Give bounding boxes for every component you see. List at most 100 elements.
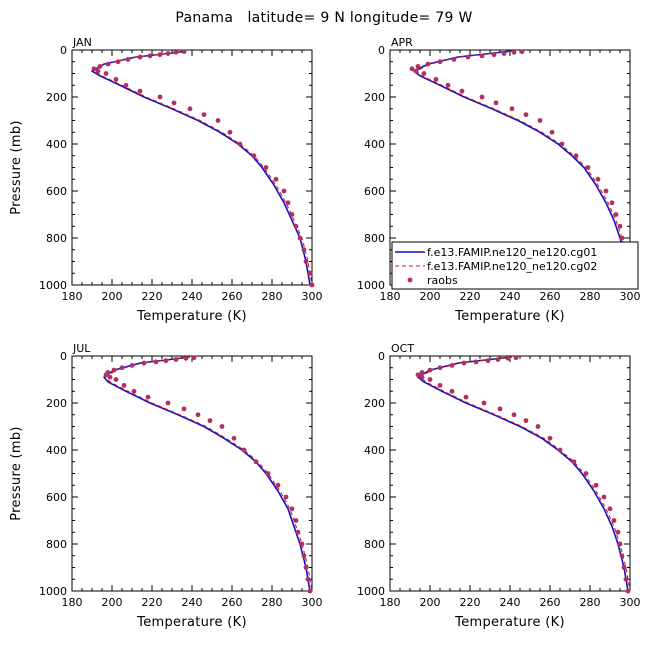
x-tick-label: 260 [222,290,243,303]
raobs-point [241,447,247,453]
raobs-point [493,100,499,106]
raobs-point [611,518,617,523]
raobs-point [309,282,315,288]
raobs-point [523,418,529,424]
x-tick-label: 180 [380,290,401,303]
x-tick-label: 300 [620,290,641,303]
x-tick-label: 200 [102,290,123,303]
y-tick-label: 0 [378,350,385,363]
raobs-point [157,52,163,58]
raobs-point [607,506,613,512]
y-tick-label: 0 [378,44,385,57]
legend: f.e13.FAMIP.ne120_ne120.cg01f.e13.FAMIP.… [391,241,639,290]
x-tick-label: 220 [142,596,163,609]
raobs-point [303,565,309,570]
raobs-point [201,112,207,118]
raobs-point [299,541,305,547]
panel-label: JAN [72,36,92,49]
raobs-point [625,588,631,594]
y-tick-label: 600 [364,491,385,504]
raobs-point [103,372,109,378]
x-tick-label: 180 [380,596,401,609]
raobs-point [425,61,431,67]
raobs-point [459,88,465,94]
raobs-point [295,529,301,535]
raobs-point [409,66,415,72]
raobs-point [473,359,479,365]
x-tick-label: 240 [500,290,521,303]
raobs-point [427,367,433,373]
raobs-point [293,223,299,229]
raobs-point [519,49,525,55]
raobs-point [497,406,503,412]
raobs-point [227,129,233,135]
raobs-point [181,49,187,55]
raobs-point [123,82,129,88]
legend-box [391,241,639,290]
x-tick-label: 240 [500,596,521,609]
series-raobs [91,49,315,288]
y-tick-label: 400 [46,444,67,457]
y-tick-label: 800 [364,232,385,245]
x-axis-label: Temperature (K) [136,309,247,324]
x-tick-label: 300 [302,290,323,303]
y-tick-label: 1000 [39,585,67,598]
raobs-point [125,57,131,62]
raobs-point [621,565,627,570]
raobs-point [147,53,153,59]
raobs-point [419,370,425,375]
raobs-point [571,459,577,465]
y-tick-label: 200 [364,91,385,104]
x-tick-label: 260 [222,596,243,609]
x-tick-label: 200 [102,596,123,609]
x-tick-label: 300 [620,596,641,609]
raobs-point [215,118,221,123]
panel-apr: 180 200 220 240 260 280 300 0 200 400 600 800 1000 AP… [357,36,641,324]
raobs-point [95,68,101,74]
raobs-point [481,400,487,406]
raobs-point [113,76,119,82]
y-tick-label: 400 [364,138,385,151]
x-tick-label: 240 [182,596,203,609]
x-tick-label: 300 [302,596,323,609]
x-tick-label: 280 [580,290,601,303]
y-tick-label: 400 [364,444,385,457]
y-tick-label: 0 [60,350,67,363]
raobs-point [573,153,579,159]
panel-jul: 180 200 220 240 260 280 300 0 200 400 600 800 1000 JU… [9,342,323,630]
y-tick-label: 0 [60,44,67,57]
raobs-point [437,365,443,371]
raobs-point [613,212,619,217]
raobs-point [301,247,307,253]
raobs-point [219,424,225,429]
raobs-point [237,141,243,147]
x-tick-label: 200 [420,290,441,303]
y-tick-label: 800 [46,232,67,245]
x-tick-label: 220 [460,596,481,609]
raobs-point [509,106,515,112]
raobs-point [445,82,451,88]
x-tick-label: 280 [580,596,601,609]
x-tick-label: 220 [460,290,481,303]
raobs-point [433,76,439,82]
raobs-point [461,360,467,366]
panel-label: JUL [72,342,91,355]
y-tick-label: 1000 [39,279,67,292]
raobs-point [285,200,291,206]
raobs-point [251,153,257,159]
plot-frame [389,355,631,592]
legend-marker-raobs [407,277,413,283]
series-raobs [103,355,313,594]
y-tick-label: 600 [46,491,67,504]
raobs-point [153,359,159,365]
raobs-point [449,363,455,368]
x-axis-label: Temperature (K) [136,615,247,630]
raobs-point [449,388,455,394]
raobs-point [163,358,169,364]
raobs-point [303,259,309,264]
series-line-cg02 [105,356,313,592]
raobs-point [479,53,485,59]
raobs-point [427,377,433,382]
raobs-point [501,51,507,56]
